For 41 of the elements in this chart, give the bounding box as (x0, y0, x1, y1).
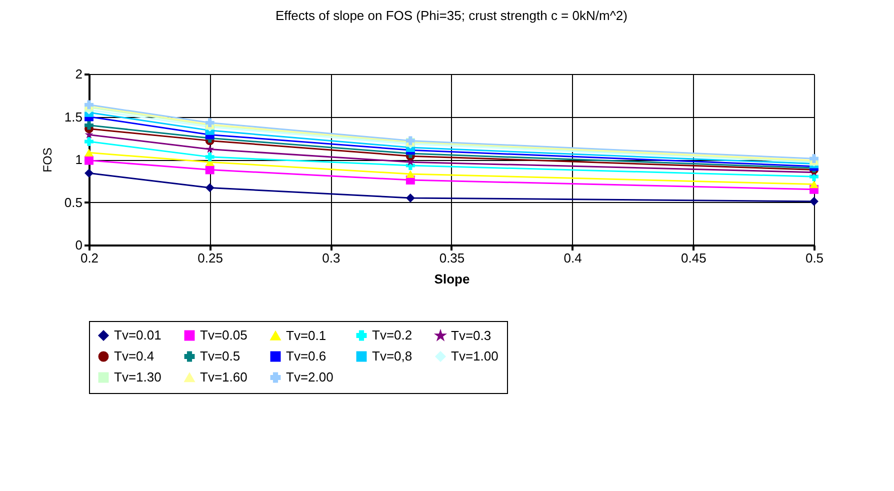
point (84, 137, 94, 146)
point (205, 165, 214, 174)
legend-label: Tv=1.30 (114, 370, 162, 384)
y-tick-label: 2 (75, 66, 82, 82)
point (205, 152, 214, 162)
point (84, 148, 94, 157)
x-tick-label: 0.45 (681, 250, 706, 266)
y-axis-title: FOS (40, 148, 54, 172)
legend-label: Tv=2.00 (286, 370, 334, 384)
point (206, 144, 214, 153)
x-tick-label: 0.2 (80, 250, 99, 266)
legend-label: Tv=0.4 (114, 348, 154, 364)
y-tick-label: 1.5 (64, 109, 82, 124)
legend-label: Tv=0.2 (372, 328, 412, 343)
y-tick-label: 0.5 (64, 194, 82, 210)
point (84, 120, 94, 130)
legend-label: Tv=0,8 (372, 348, 412, 364)
x-tick-label: 0.25 (198, 250, 223, 266)
legend-label: Tv=0.1 (286, 328, 326, 343)
legend-label: Tv=0.6 (286, 348, 326, 364)
x-axis-title: Slope (434, 272, 470, 286)
y-tick-label: 1 (75, 152, 82, 167)
point (810, 196, 818, 206)
chart-title: Effects of slope on FOS (Phi=35; crust strength c = 0kN/m^2) (276, 8, 628, 23)
legend-label: Tv=0.3 (451, 328, 492, 343)
point (810, 180, 818, 188)
x-tick-label: 0.35 (439, 250, 465, 266)
point (205, 118, 214, 128)
legend-label: Tv=1.60 (200, 370, 248, 384)
x-tick-label: 0.5 (805, 250, 824, 266)
legend-label: Tv=0.5 (200, 348, 240, 364)
y-tick-label: 0 (75, 238, 82, 252)
point (205, 183, 214, 192)
x-tick-label: 0.3 (322, 250, 340, 266)
legend-label: Tv=0.05 (200, 328, 248, 343)
point (406, 194, 415, 202)
legend-label: Tv=0.01 (114, 328, 162, 343)
legend-label: Tv=1.00 (451, 348, 498, 364)
point (406, 170, 415, 178)
point (84, 168, 94, 178)
x-tick-label: 0.4 (564, 250, 582, 266)
